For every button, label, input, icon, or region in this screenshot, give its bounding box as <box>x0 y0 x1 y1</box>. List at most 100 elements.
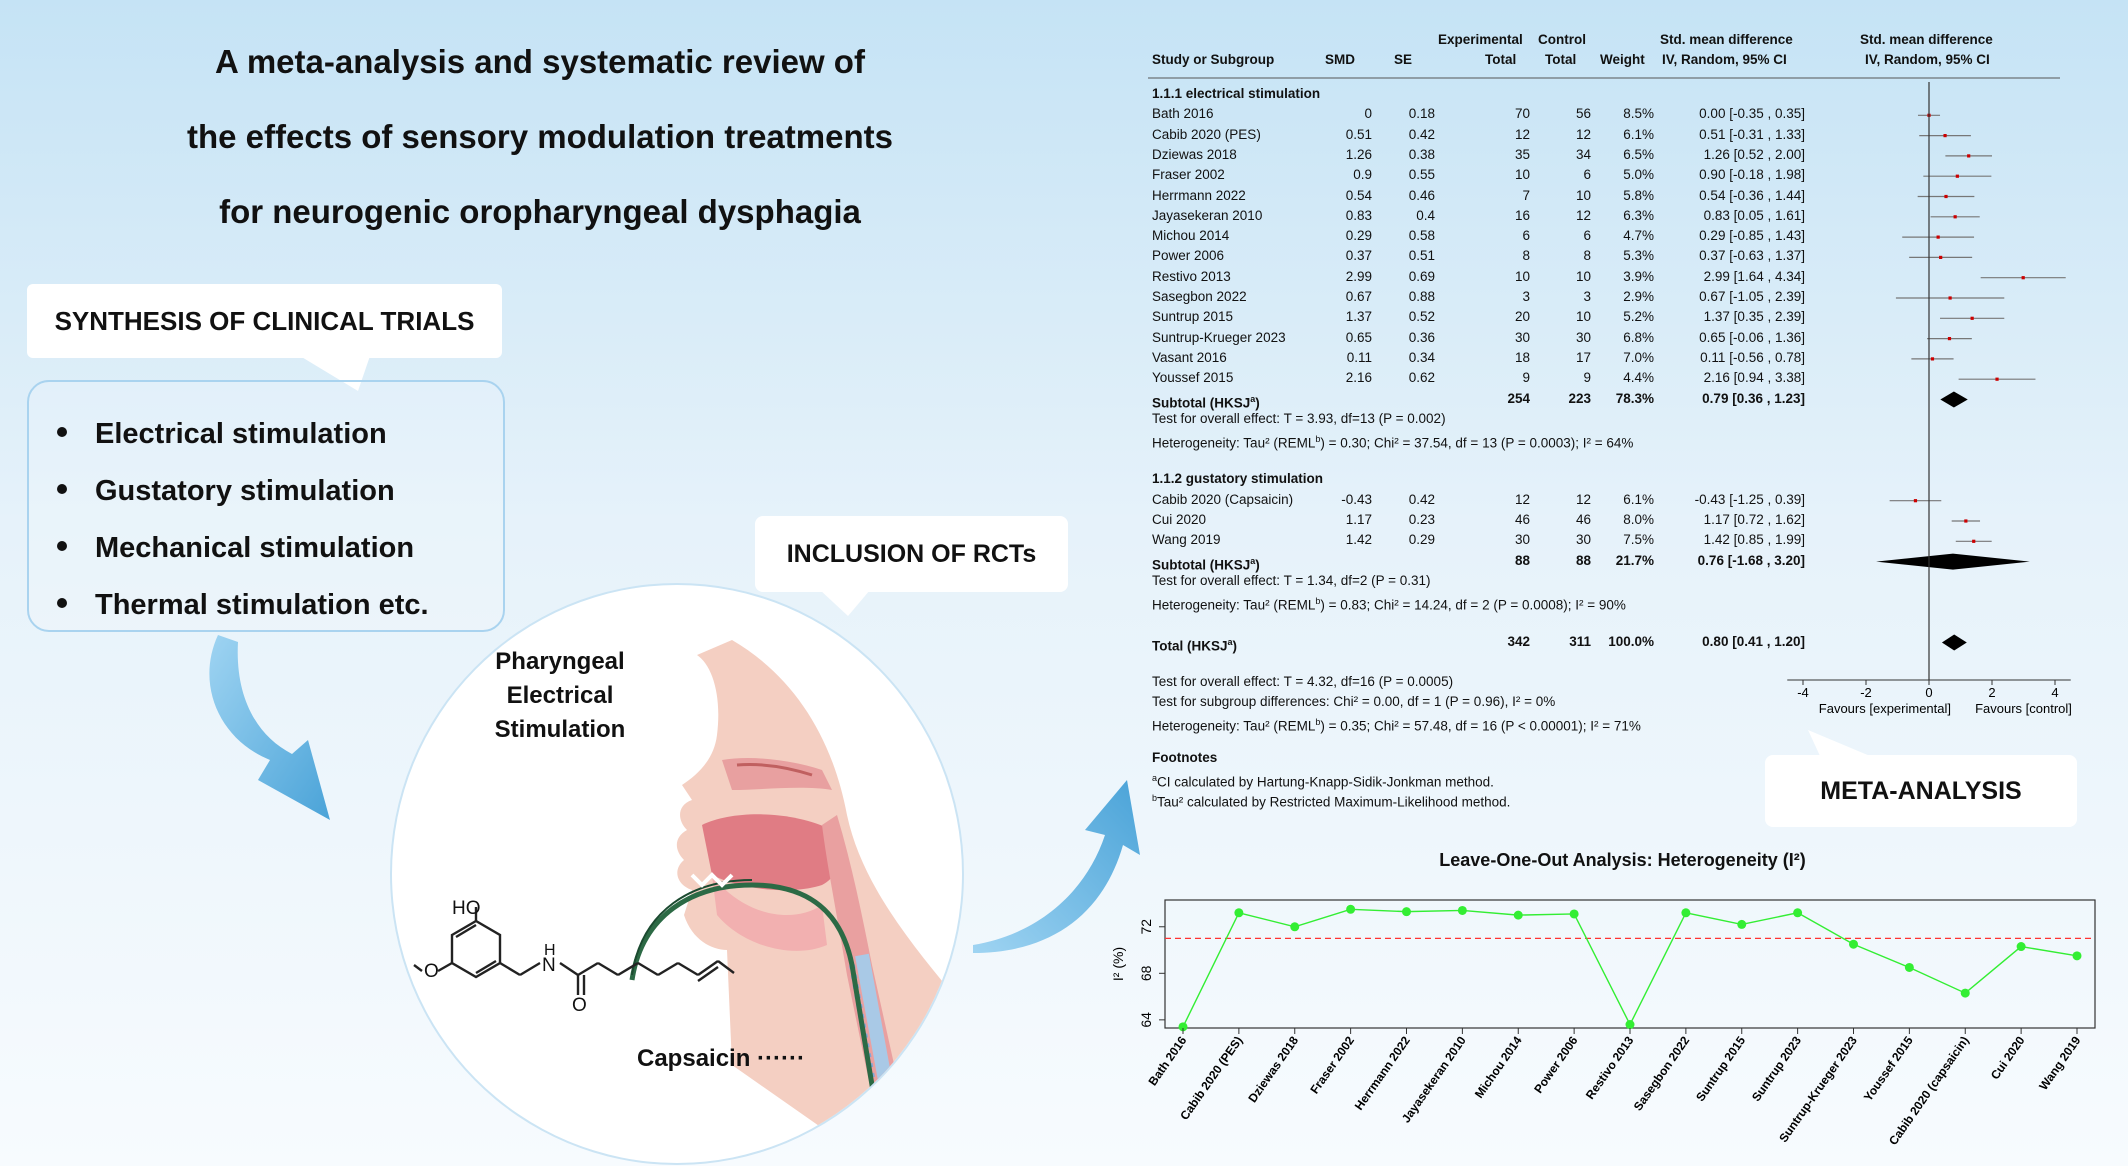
forest-row: Footnotes <box>1140 748 2080 768</box>
loo-point <box>1849 939 1858 949</box>
study-se: 0.51 <box>1408 248 1435 264</box>
forest-row: Suntrup-Krueger 2023 0.65 0.36 30 30 6.8% 0.65… <box>1140 328 2080 348</box>
header-smd: SMD <box>1325 52 1355 67</box>
list-item-label: Thermal stimulation etc. <box>95 589 429 621</box>
study-weight: 4.4% <box>1623 370 1654 386</box>
study-weight: 6.3% <box>1623 207 1654 223</box>
loo-point <box>1346 904 1356 914</box>
study-ctl: 12 <box>1575 126 1591 142</box>
loo-x-tick-label: Youssef 2015 <box>1861 1033 1916 1103</box>
list-item-label: Mechanical stimulation <box>95 532 415 564</box>
study-se: 0.55 <box>1408 167 1435 183</box>
header-ctl-total: Total <box>1545 52 1577 67</box>
study-weight: 6.5% <box>1623 146 1654 162</box>
loo-point <box>1178 1022 1188 1032</box>
group-label: 1.1.2 gustatory stimulation <box>1152 471 1324 487</box>
loo-chart-title: Leave-One-Out Analysis: Heterogeneity (I… <box>1439 850 1806 870</box>
forest-row: Fraser 2002 0.9 0.55 10 6 5.0% 0.90 [-0.18 , 1… <box>1140 165 2080 185</box>
study-smd: 0.51 <box>1345 126 1372 142</box>
study-marker <box>1964 519 1968 523</box>
study-marker <box>1944 194 1948 199</box>
forest-row: Jayasekeran 2010 0.83 0.4 16 12 6.3% 0.83 [0.0… <box>1140 206 2080 226</box>
forest-row: Study or Subgroup SMD SE Total Total Weight IV… <box>1140 50 2080 70</box>
study-se: 0.46 <box>1408 187 1435 203</box>
forest-row: Total (HKSJa) 342 311 100.0% 0.80 [0.41 , 1.… <box>1140 632 2080 654</box>
header-plot-method: IV, Random, 95% CI <box>1865 52 1990 67</box>
study-ctl: 10 <box>1575 187 1591 203</box>
study-se: 0.69 <box>1408 268 1435 284</box>
study-se: 0.58 <box>1408 228 1435 244</box>
forest-row: 1.1.1 electrical stimulation <box>1140 84 2080 104</box>
title-line-3: for neurogenic oropharyngeal dysphagia <box>219 193 861 230</box>
pharynx-anatomy-icon <box>413 640 962 1163</box>
study-name: Suntrup-Krueger 2023 <box>1152 329 1286 345</box>
study-ctl: 8 <box>1583 248 1591 264</box>
list-item: Mechanical stimulation <box>29 520 503 577</box>
study-ci: 2.16 [0.94 , 3.38] <box>1703 370 1805 386</box>
study-smd: 1.42 <box>1345 532 1372 548</box>
study-weight: 3.9% <box>1623 268 1654 284</box>
study-se: 0.42 <box>1408 126 1435 142</box>
header-weight: Weight <box>1600 52 1645 67</box>
study-exp: 16 <box>1514 207 1530 223</box>
study-name: Jayasekeran 2010 <box>1152 207 1263 223</box>
list-item-label: Electrical stimulation <box>95 418 387 450</box>
molecule-label-ho: HO <box>452 898 481 919</box>
loo-x-tick-label: Michou 2014 <box>1472 1033 1525 1100</box>
title-line-1: A meta-analysis and systematic review of <box>215 43 865 80</box>
subtotal-label: Subtotal (HKSJa) <box>1152 555 1260 573</box>
study-marker <box>1967 154 1971 158</box>
study-exp: 7 <box>1522 187 1530 203</box>
total-diamond <box>1941 634 1967 651</box>
forest-plot: Experimental Control Std. mean difference S… <box>1140 20 2080 830</box>
study-name: Fraser 2002 <box>1152 167 1225 183</box>
study-name: Cui 2020 <box>1152 512 1207 527</box>
study-smd: 1.37 <box>1345 309 1372 325</box>
forest-row: Subtotal (HKSJa) 254 223 78.3% 0.79 [0.36 , … <box>1140 389 2080 411</box>
study-exp: 20 <box>1514 309 1530 325</box>
study-marker <box>1972 539 1976 543</box>
loo-point <box>1234 908 1244 918</box>
loo-x-tick-label: Jayasekeran 2010 <box>1399 1033 1469 1125</box>
loo-x-tick-label: Bath 2016 <box>1145 1033 1189 1088</box>
pes-label-line: Electrical <box>506 682 614 709</box>
study-name: Dziewas 2018 <box>1152 146 1237 162</box>
forest-row: Restivo 2013 2.99 0.69 10 10 3.9% 2.99 [1.64 ,… <box>1140 267 2080 287</box>
molecule-label-o: O <box>424 961 439 982</box>
forest-row: bTau² calculated by Restricted Maximum-L… <box>1140 788 2080 810</box>
subtotal-exp: 88 <box>1514 552 1530 568</box>
subgroup-test: Test for subgroup differences: Chi² = 0.… <box>1152 694 1556 710</box>
forest-axis-tick-label: 4 <box>2051 685 2058 700</box>
study-exp: 9 <box>1522 370 1530 386</box>
study-weight: 2.9% <box>1623 289 1654 304</box>
favours-right-label: Favours [control] <box>1975 701 2072 716</box>
list-item: Thermal stimulation etc. <box>29 577 503 634</box>
study-exp: 35 <box>1514 146 1530 162</box>
study-ci: 0.65 [-0.06 , 1.36] <box>1699 329 1805 345</box>
study-smd: 0.83 <box>1345 207 1372 223</box>
forest-axis-tick-label: 0 <box>1925 685 1932 700</box>
study-smd: 0.29 <box>1345 228 1372 244</box>
inclusion-illustration: HO O H N O Pharyngeal Electrical Stimula… <box>390 583 964 1165</box>
bullet-icon <box>57 598 67 609</box>
total-label: Total (HKSJa) <box>1152 636 1238 654</box>
study-se: 0.29 <box>1408 532 1435 548</box>
loo-point <box>1569 909 1579 919</box>
study-weight: 6.1% <box>1623 126 1654 142</box>
study-ci: 1.42 [0.85 , 1.99] <box>1703 532 1805 548</box>
study-smd: 0.9 <box>1353 167 1372 183</box>
study-exp: 18 <box>1514 349 1530 365</box>
capsaicin-molecule-icon <box>413 907 735 995</box>
group-label: 1.1.1 electrical stimulation <box>1152 86 1321 101</box>
loo-point <box>1793 908 1803 918</box>
loo-series-line <box>1182 908 2078 1028</box>
forest-row: aCI calculated by Hartung-Knapp-Sidik-Jo… <box>1140 768 2080 790</box>
header-study: Study or Subgroup <box>1152 52 1275 67</box>
molecule-label-n: N <box>542 955 556 976</box>
forest-plot-graphics: -4 -2 0 2 4 Favours [experimental] Favours [co… <box>1148 77 2072 716</box>
study-smd: 0.67 <box>1345 289 1372 304</box>
study-ci: -0.43 [-1.25 , 0.39] <box>1694 491 1805 507</box>
forest-row: Cabib 2020 (Capsaicin) -0.43 0.42 12 12 6.1% -… <box>1140 490 2080 510</box>
forest-row: Power 2006 0.37 0.51 8 8 5.3% 0.37 [-0.63 , 1.… <box>1140 246 2080 266</box>
